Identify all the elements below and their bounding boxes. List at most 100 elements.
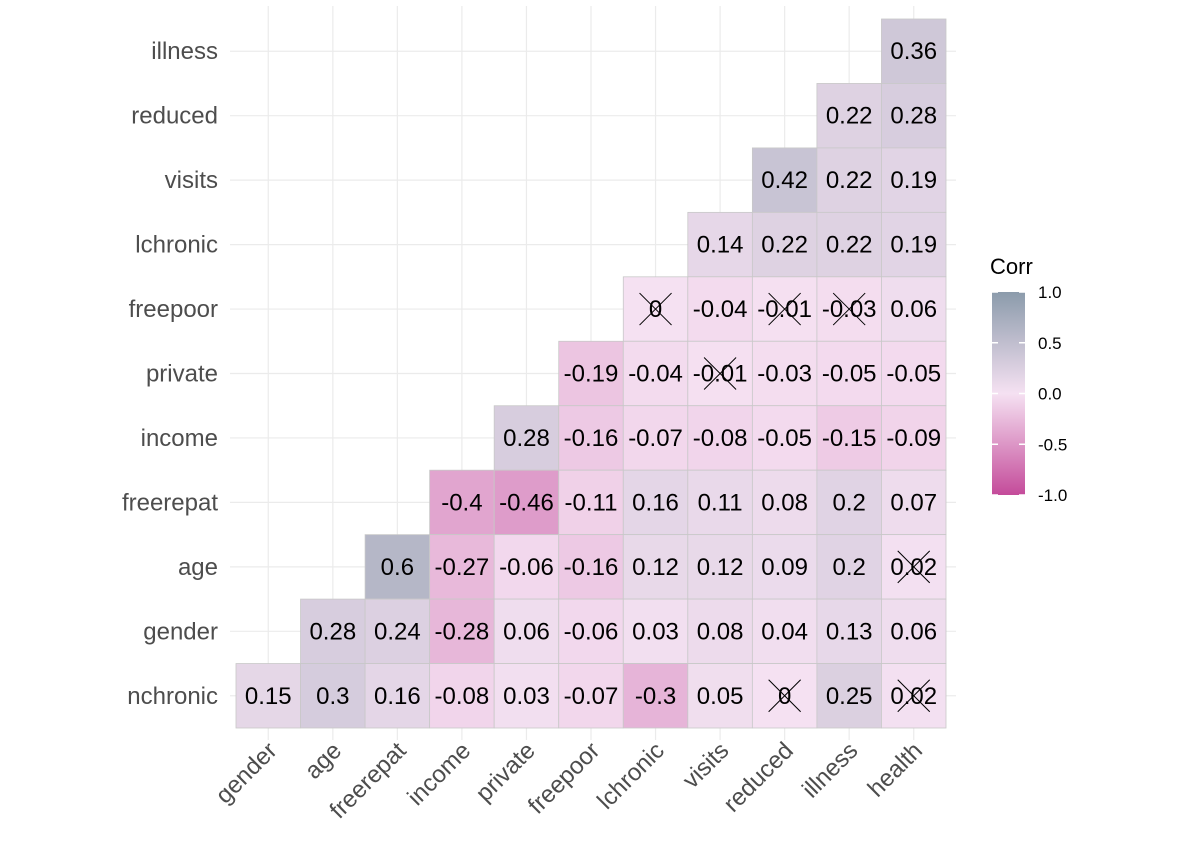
cell-value-label: -0.16	[564, 425, 619, 452]
heatmap-cell-lchronic-income	[622, 405, 689, 471]
legend-tick-label: 0.5	[1038, 334, 1062, 353]
heatmap-cell-reduced-private	[751, 340, 818, 407]
legend-tick-label: -0.5	[1038, 435, 1067, 454]
legend-title: Corr	[990, 254, 1033, 279]
cell-value-label: 0.19	[890, 232, 937, 259]
heatmap-cell-reduced-gender	[751, 598, 818, 664]
cell-value-label: 0.15	[245, 683, 292, 710]
heatmap-cell-lchronic-private	[622, 340, 689, 407]
heatmap-cell-gender-nchronic	[235, 663, 301, 729]
color-legend: Corr 1.0 0.5 0.0 -0.5 -1.0	[990, 254, 1067, 505]
cell-value-label: 0.19	[890, 167, 937, 194]
x-tick-label: health	[863, 737, 928, 802]
cell-value-label: 0.22	[826, 103, 873, 130]
cell-value-label: 0.2	[832, 554, 865, 581]
y-tick-label: reduced	[131, 103, 218, 130]
x-tick-label: age	[300, 737, 347, 784]
cell-value-label: 0.16	[632, 489, 679, 516]
heatmap-cell-health-freepoor	[881, 276, 947, 342]
cell-value-label: -0.46	[499, 489, 554, 516]
insignificant-cross	[897, 550, 931, 584]
insignificant-cross	[639, 292, 672, 326]
heatmap-cell-visits-nchronic	[687, 663, 753, 729]
cell-value-label: -0.04	[628, 361, 683, 388]
cell-value-label: -0.27	[435, 554, 490, 581]
heatmap-cell-health-freerepat	[881, 469, 947, 536]
heatmap-cell-illness-nchronic	[816, 663, 882, 729]
heatmap-cell-visits-age	[687, 534, 753, 600]
cell-value-label: -0.04	[693, 296, 748, 323]
cell-value-label: -0.4	[441, 489, 482, 516]
cell-value-label: 0.24	[374, 618, 421, 645]
heatmap-cell-freepoor-gender	[558, 598, 624, 664]
heatmap-cell-lchronic-freerepat	[622, 469, 689, 536]
heatmap-cell-health-visits	[881, 147, 947, 213]
cell-value-label: 0.08	[697, 618, 744, 645]
cell-value-label: -0.16	[564, 554, 619, 581]
heatmap-cell-age-nchronic	[300, 663, 366, 729]
heatmap-cell-freepoor-freerepat	[558, 469, 624, 536]
heatmap-cell-illness-age	[816, 534, 882, 600]
cell-value-label: -0.09	[886, 425, 941, 452]
heatmap-cell-income-freerepat	[429, 469, 495, 536]
cell-value-label: -0.08	[693, 425, 748, 452]
cell-value-label: 0.05	[697, 683, 744, 710]
insignificant-cross	[768, 679, 801, 713]
x-tick-label: freepoor	[523, 737, 605, 819]
legend-tick-label: 1.0	[1038, 283, 1062, 302]
cell-value-label: -0.07	[564, 683, 619, 710]
cell-value-label: -0.3	[635, 683, 676, 710]
cell-value-label: 0.42	[761, 167, 808, 194]
cell-value-label: 0.06	[890, 618, 937, 645]
heatmap-cell-illness-income	[816, 405, 882, 471]
cell-value-label: 0.14	[697, 232, 744, 259]
cell-value-label: -0.08	[435, 683, 490, 710]
insignificant-cross	[832, 292, 866, 326]
x-tick-label: illness	[797, 737, 863, 803]
y-tick-label: lchronic	[135, 232, 218, 259]
insignificant-cross	[897, 679, 931, 713]
insignificant-cross	[768, 292, 801, 326]
x-tick-label: visits	[678, 737, 735, 794]
heatmap-cell-visits-freerepat	[687, 469, 753, 536]
legend-tick-label: 0.0	[1038, 385, 1062, 404]
cell-value-label: 0.36	[890, 38, 937, 65]
y-tick-label: private	[146, 361, 218, 388]
heatmap-cell-reduced-income	[751, 405, 818, 471]
cell-value-label: -0.05	[822, 361, 877, 388]
x-tick-label: reduced	[718, 737, 798, 817]
x-tick-label: income	[402, 737, 476, 811]
cell-value-label: 0.06	[503, 618, 550, 645]
y-tick-label: nchronic	[127, 683, 218, 710]
cell-value-label: 0.22	[761, 232, 808, 259]
cell-value-label: -0.05	[886, 361, 941, 388]
legend-tick-label: -1.0	[1038, 486, 1067, 505]
legend-ticks: 1.0 0.5 0.0 -0.5 -1.0	[992, 283, 1067, 505]
cell-value-label: -0.19	[564, 361, 619, 388]
heatmap-cell-visits-income	[687, 405, 753, 471]
cell-value-label: 0.13	[826, 618, 873, 645]
cell-value-label: -0.15	[822, 425, 877, 452]
cell-value-label: 0.22	[826, 232, 873, 259]
cell-value-label: 0.09	[761, 554, 808, 581]
cell-value-label: 0.3	[316, 683, 349, 710]
cell-value-label: 0.04	[761, 618, 808, 645]
heatmap-cell-freerepat-gender	[364, 598, 431, 664]
heatmap-cell-private-freerepat	[493, 469, 560, 536]
cell-value-label: 0.16	[374, 683, 421, 710]
y-tick-label: gender	[143, 618, 218, 645]
cell-value-label: 0.6	[381, 554, 414, 581]
cell-value-label: -0.06	[499, 554, 554, 581]
cell-value-label: 0.03	[503, 683, 550, 710]
x-tick-label: gender	[211, 737, 283, 809]
x-axis-tick-labels: gender agefreerepatincomeprivatefreepoorl…	[211, 737, 928, 824]
heatmap-cell-health-lchronic	[881, 211, 947, 278]
cell-value-label: -0.06	[564, 618, 619, 645]
heatmap-cell-age-gender	[300, 598, 366, 664]
heatmap-cell-income-nchronic	[429, 663, 495, 729]
heatmap-cell-reduced-freerepat	[751, 469, 818, 536]
cell-value-label: -0.03	[757, 361, 812, 388]
cell-value-label: 0.07	[890, 489, 937, 516]
cell-value-label: 0.22	[826, 167, 873, 194]
